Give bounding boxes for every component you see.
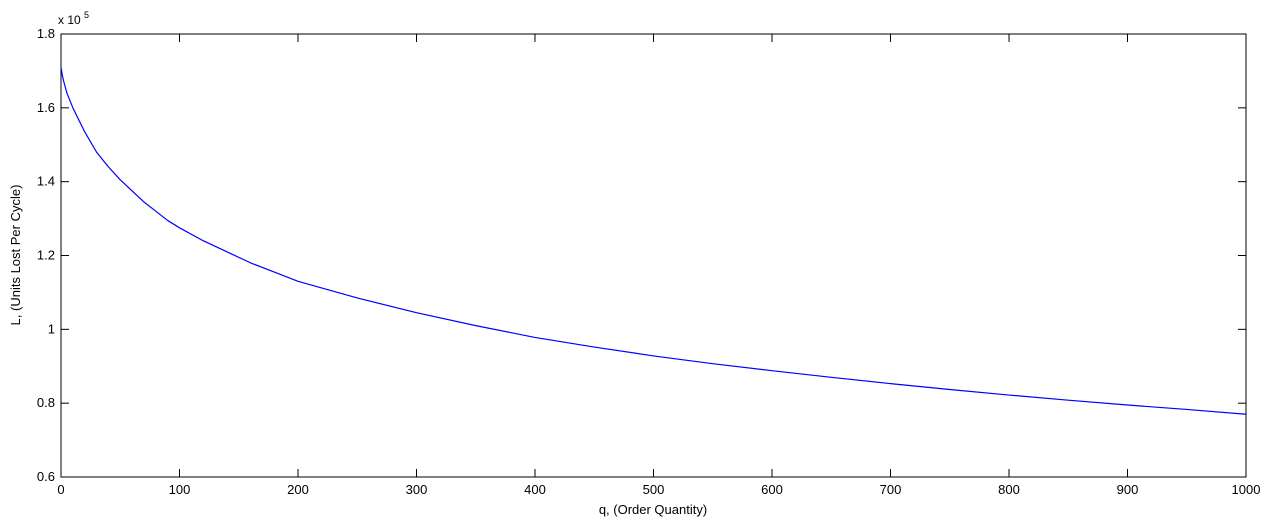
x-axis-label: q, (Order Quantity) <box>599 502 707 517</box>
x-tick-label: 900 <box>1117 482 1139 497</box>
x-tick-label: 600 <box>761 482 783 497</box>
x-tick-label: 200 <box>287 482 309 497</box>
y-tick-label: 1.6 <box>37 100 55 115</box>
x-tick-label: 400 <box>524 482 546 497</box>
y-exponent-prefix: x 10 <box>58 13 81 27</box>
y-tick-label: 1 <box>48 321 55 336</box>
x-axis-ticks: 0 100 200 300 400 500 600 700 800 900 1000 <box>57 34 1260 497</box>
plot-area <box>60 33 1247 478</box>
x-tick-label: 700 <box>880 482 902 497</box>
y-tick-label: 0.6 <box>37 469 55 484</box>
y-axis-ticks: 0.6 0.8 1 1.2 1.4 1.6 1.8 <box>37 26 1246 484</box>
series-line-0 <box>60 67 1247 415</box>
x-tick-label: 500 <box>643 482 665 497</box>
y-tick-label: 1.8 <box>37 26 55 41</box>
y-exponent-power: 5 <box>84 10 89 20</box>
y-exponent-label: x 10 5 <box>58 10 89 27</box>
x-tick-label: 300 <box>406 482 428 497</box>
y-axis-label: L, (Units Lost Per Cycle) <box>8 185 23 326</box>
x-tick-label: 1000 <box>1232 482 1261 497</box>
y-tick-label: 1.2 <box>37 248 55 263</box>
y-tick-label: 1.4 <box>37 174 55 189</box>
x-tick-label: 100 <box>169 482 191 497</box>
x-tick-label: 800 <box>998 482 1020 497</box>
y-tick-label: 0.8 <box>37 395 55 410</box>
x-tick-label: 0 <box>57 482 64 497</box>
series-layer <box>60 67 1247 415</box>
